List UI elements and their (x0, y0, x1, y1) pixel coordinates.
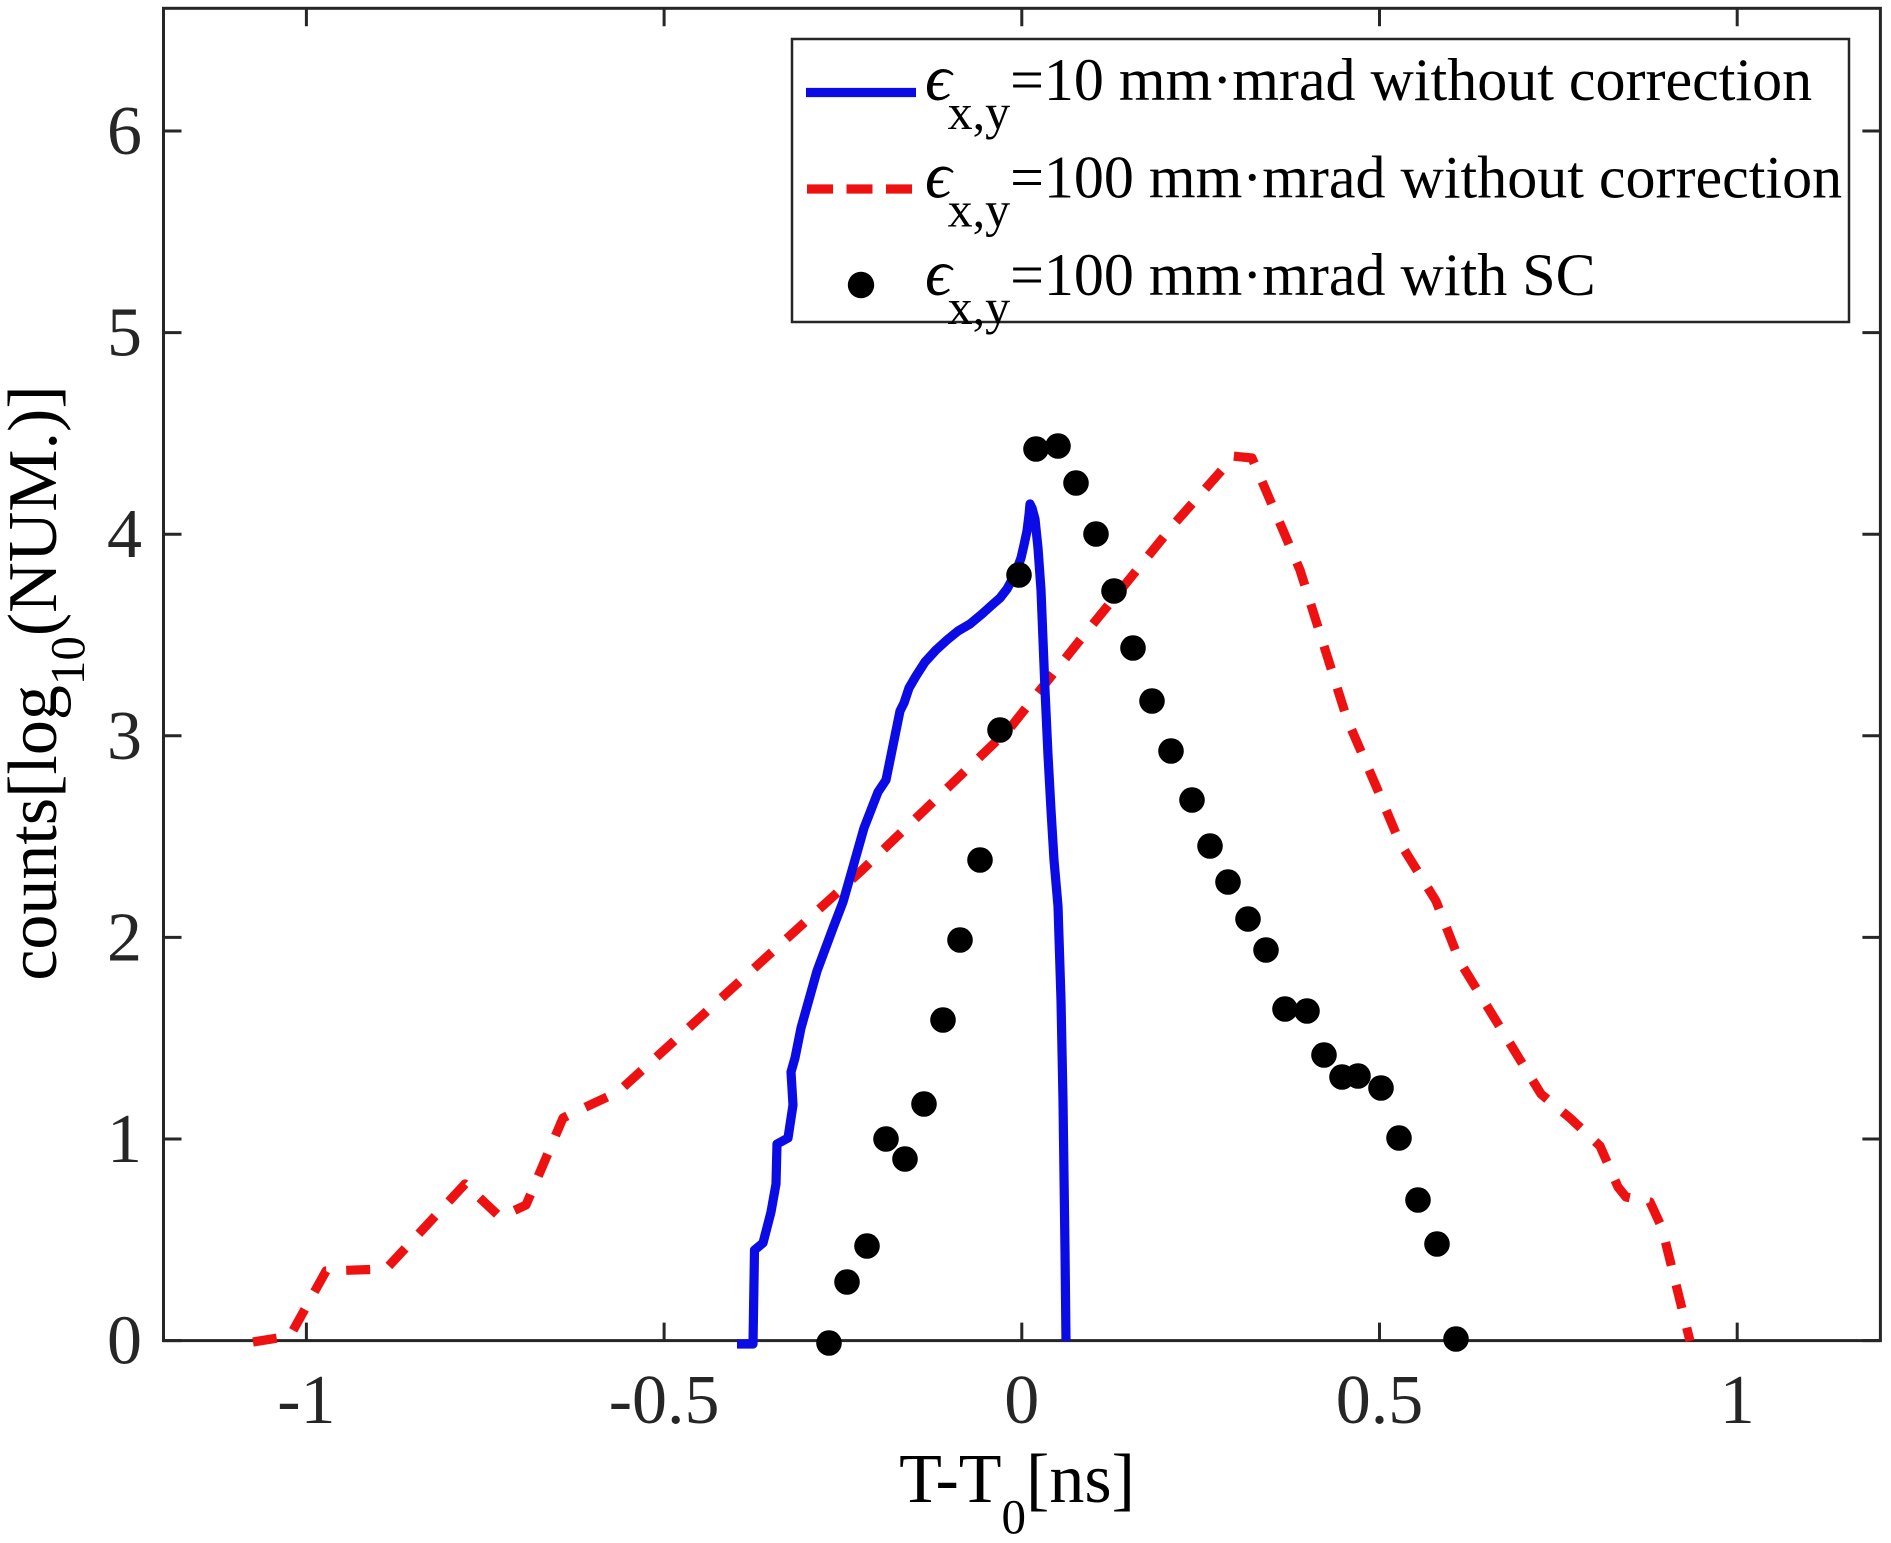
svg-text:0: 0 (1004, 1362, 1039, 1439)
svg-text:ϵx,y=100 mm·mrad without corre: ϵx,y=100 mm·mrad without correction (925, 140, 1842, 238)
svg-text:0.5: 0.5 (1336, 1362, 1424, 1439)
svg-text:3: 3 (107, 698, 142, 775)
svg-text:ϵx,y=10 mm·mrad without correc: ϵx,y=10 mm·mrad without correction (925, 42, 1812, 140)
svg-text:ϵx,y=100 mm·mrad with SC: ϵx,y=100 mm·mrad with SC (925, 237, 1596, 335)
svg-text:0: 0 (107, 1303, 142, 1380)
svg-text:-0.5: -0.5 (609, 1362, 720, 1439)
svg-text:-1: -1 (277, 1362, 335, 1439)
svg-text:4: 4 (107, 496, 142, 573)
svg-text:5: 5 (107, 295, 142, 372)
svg-text:6: 6 (107, 93, 142, 170)
svg-text:2: 2 (107, 899, 142, 976)
svg-text:1: 1 (107, 1101, 142, 1178)
svg-text:1: 1 (1720, 1362, 1755, 1439)
